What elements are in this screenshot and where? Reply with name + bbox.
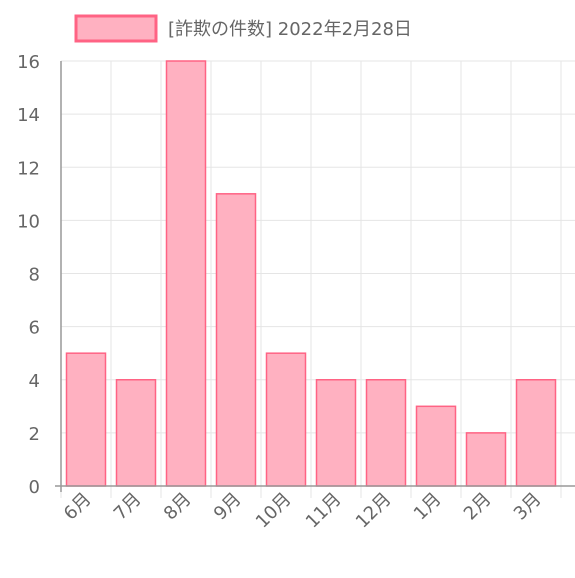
y-tick-label: 16: [17, 52, 40, 73]
x-tick-labels: 6月 7月 8月 9月 10月 11月 12月 1月 2月 3月: [60, 489, 546, 533]
bar[interactable]: [65, 352, 107, 487]
y-tick-label: 14: [17, 105, 40, 126]
x-tick-label: 12月: [352, 489, 396, 533]
bar[interactable]: [315, 379, 357, 487]
bars: [65, 60, 557, 487]
bar[interactable]: [415, 405, 457, 487]
bar[interactable]: [115, 379, 157, 487]
y-tick-label: 4: [29, 371, 40, 392]
x-tick-label: 1月: [410, 489, 446, 525]
legend-label: [詐欺の件数] 2022年2月28日: [168, 19, 412, 40]
y-tick-label: 6: [29, 318, 40, 339]
bar[interactable]: [515, 379, 557, 487]
x-tick-label: 7月: [110, 489, 146, 525]
x-tick-label: 11月: [302, 489, 346, 533]
x-tick-label: 6月: [60, 489, 96, 525]
y-tick-label: 12: [17, 158, 40, 179]
bar[interactable]: [215, 193, 257, 487]
y-tick-label: 8: [29, 265, 40, 286]
bar[interactable]: [265, 352, 307, 487]
x-tick-label: 8月: [160, 489, 196, 525]
bar[interactable]: [165, 60, 207, 487]
bar[interactable]: [465, 432, 507, 487]
y-tick-label: 2: [29, 424, 40, 445]
x-tick-label: 2月: [460, 489, 496, 525]
y-tick-label: 10: [17, 211, 40, 232]
x-tick-label: 3月: [510, 489, 546, 525]
y-tick-labels: 0 2 4 6 8 10 12 14 16: [17, 52, 40, 498]
x-tick-label: 9月: [210, 489, 246, 525]
axes: [55, 61, 575, 492]
legend-swatch: [74, 14, 158, 43]
grid: [60, 60, 575, 498]
x-tick-label: 10月: [252, 489, 296, 533]
bar[interactable]: [365, 379, 407, 487]
y-tick-label: 0: [29, 477, 40, 498]
legend[interactable]: [詐欺の件数] 2022年2月28日: [74, 14, 412, 43]
